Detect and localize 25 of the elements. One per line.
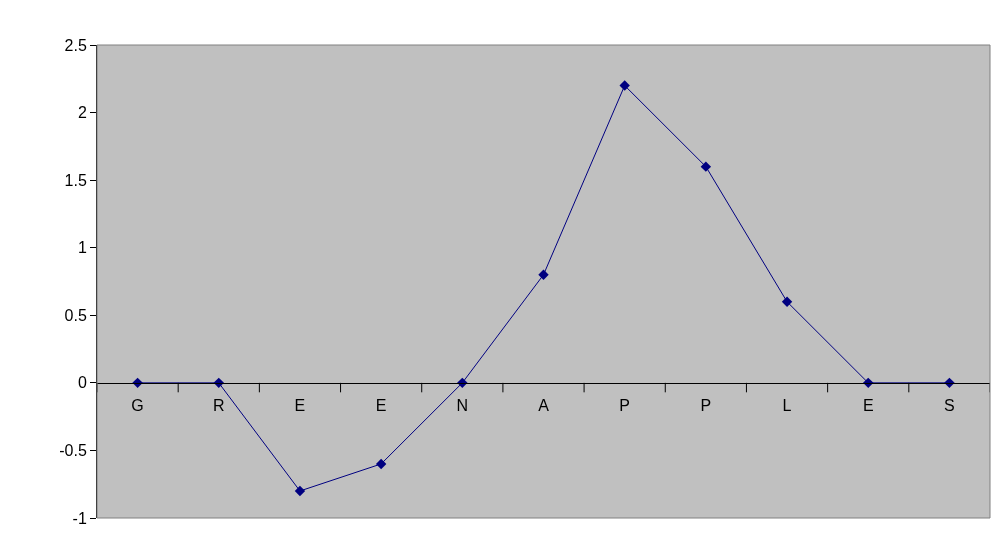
point (375, 458, 387, 470)
y-tick-label: 1 (77, 239, 87, 257)
x-tick-label: E (294, 397, 306, 415)
point (619, 80, 630, 91)
x-tick-label: P (700, 397, 712, 415)
y-tick-label: 0 (77, 374, 87, 392)
x-tick-label: E (862, 397, 874, 415)
x-tick-label: L (782, 397, 792, 415)
point (781, 296, 793, 307)
y-tick-label: 1.5 (64, 171, 87, 189)
y-tick-label: -0.5 (59, 442, 87, 460)
x-tick-label: P (619, 397, 631, 415)
x-tick-label: R (212, 397, 225, 415)
point (538, 269, 549, 280)
y-tick-label: 0.5 (64, 306, 87, 324)
x-tick-label: A (538, 397, 550, 415)
x-tick-label: N (456, 397, 469, 415)
y-tick-label: -1 (72, 509, 87, 527)
y-tick-label: 2.5 (64, 36, 87, 54)
x-tick-label: G (131, 397, 144, 415)
point (700, 161, 712, 172)
x-tick-label: E (375, 397, 387, 415)
point (294, 485, 306, 497)
x-tick-label: S (944, 397, 955, 415)
y-tick-label: 2 (77, 104, 87, 122)
